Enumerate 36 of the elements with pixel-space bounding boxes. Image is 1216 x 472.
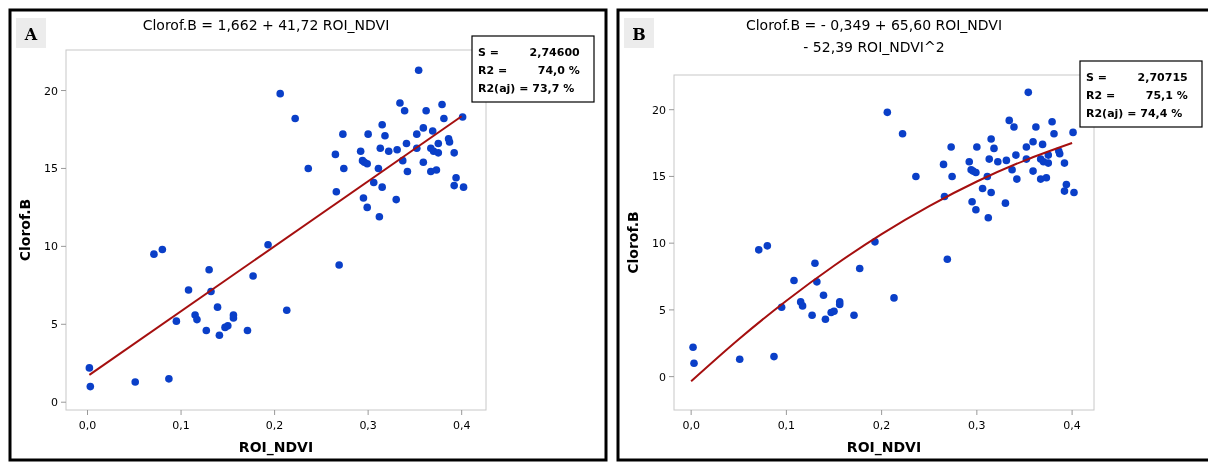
text: B xyxy=(632,25,646,44)
text: A xyxy=(23,25,38,44)
y-tick-label: 5 xyxy=(51,318,58,332)
y-tick-label: 20 xyxy=(44,84,58,98)
y-tick-label: 0 xyxy=(51,396,58,410)
y-tick-label: 15 xyxy=(44,162,58,176)
x-tick-label: 0,1 xyxy=(777,419,796,432)
line-series xyxy=(690,141,1074,383)
chart-title: Clorof.B = - 0,349 + 65,60 ROI_NDVI xyxy=(745,17,1003,33)
x-tick-label: 0,1 xyxy=(172,419,190,432)
x-tick-label: 0,0 xyxy=(682,419,700,432)
x-axis-title: ROI_NDVI xyxy=(238,439,314,456)
y-tick-label: 20 xyxy=(652,103,666,117)
annotation: R2(aj) = 74,4 % xyxy=(1086,107,1183,120)
chart-subtitle: - 52,39 ROI_NDVI^2 xyxy=(803,39,945,55)
chart-title: Clorof.B = 1,662 + 41,72 ROI_NDVI xyxy=(142,17,390,33)
y-axis-title: Clorof.B xyxy=(17,198,33,262)
annotation: S = 2,74600 xyxy=(478,46,581,59)
x-tick-label: 0,2 xyxy=(265,419,284,432)
x-tick-label: 0,4 xyxy=(452,419,471,432)
y-tick-label: 15 xyxy=(652,170,666,184)
x-tick-label: 0,2 xyxy=(872,419,891,432)
x-axis-title: ROI_NDVI xyxy=(846,439,922,456)
x-tick-label: 0,3 xyxy=(359,419,377,432)
x-tick-label: 0,4 xyxy=(1063,419,1081,432)
y-tick-label: 10 xyxy=(652,237,666,251)
annotation: S = 2,70715 xyxy=(1086,71,1188,84)
y-axis-title: Clorof.B xyxy=(625,211,641,274)
annotation: R2 = 75,1 % xyxy=(1086,89,1188,102)
y-tick-label: 0 xyxy=(659,370,666,384)
y-tick-label: 5 xyxy=(659,303,666,317)
y-tick-label: 10 xyxy=(44,240,58,254)
x-tick-label: 0,3 xyxy=(968,419,986,432)
annotation: R2(aj) = 73,7 % xyxy=(478,82,575,95)
annotation: R2 = 74,0 % xyxy=(478,64,580,77)
x-tick-label: 0,0 xyxy=(78,419,97,432)
